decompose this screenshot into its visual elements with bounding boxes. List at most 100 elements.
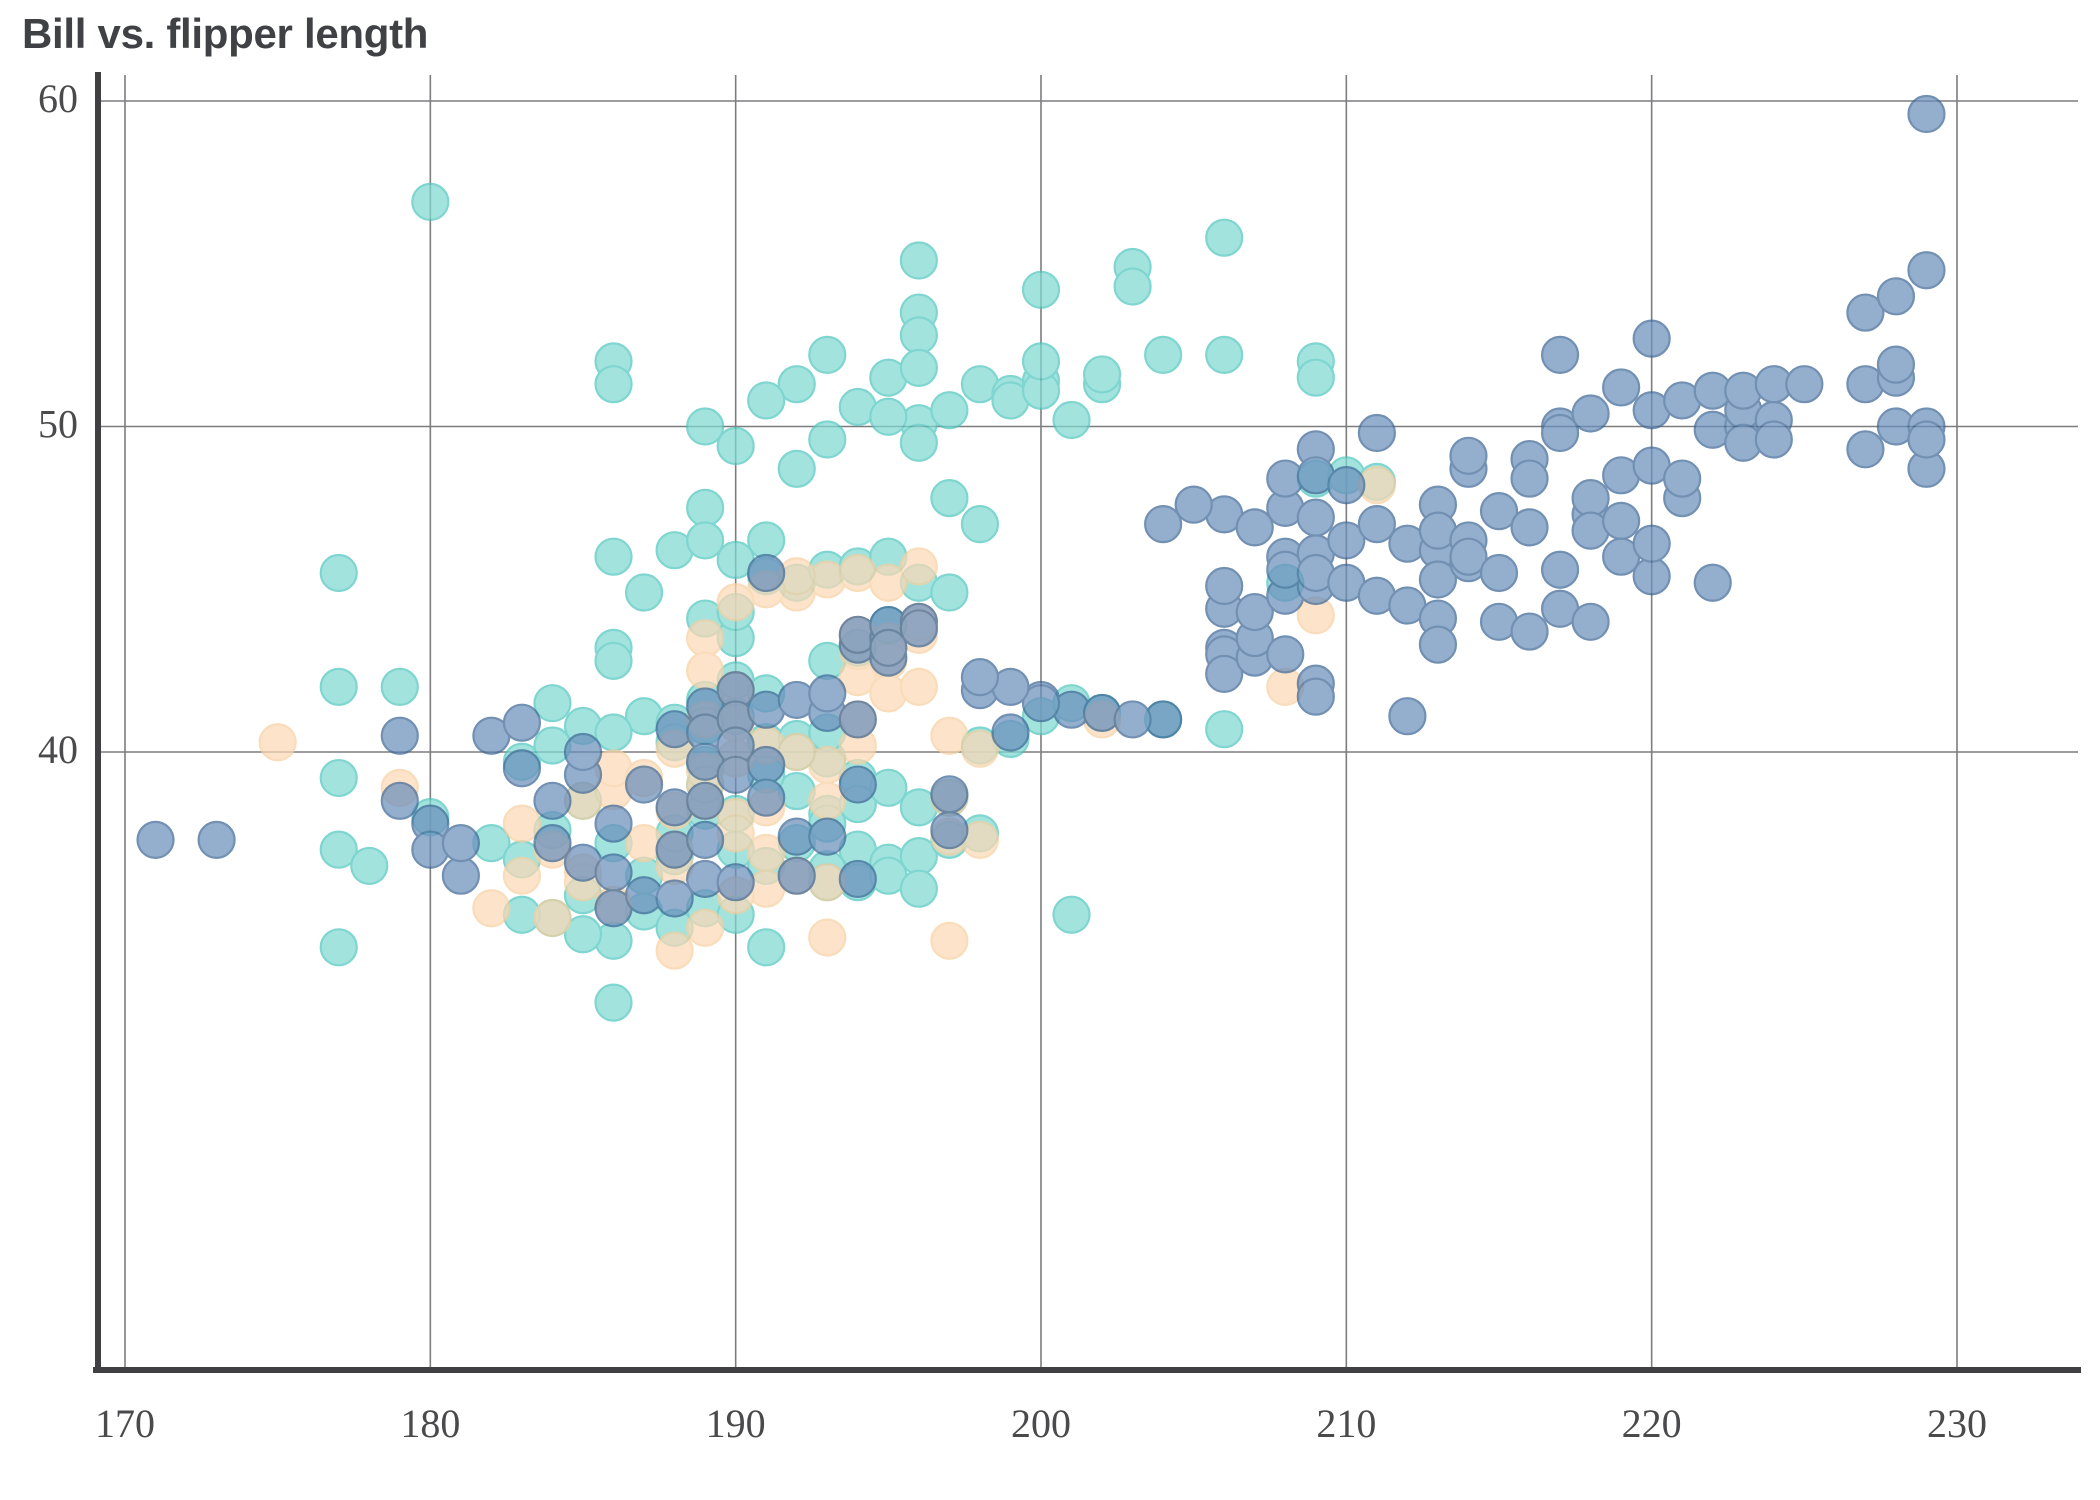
data-point	[686, 488, 725, 527]
data-point	[899, 348, 938, 388]
data-point	[1632, 319, 1671, 358]
data-point	[869, 628, 908, 667]
data-point	[1663, 459, 1702, 498]
data-point	[1144, 335, 1183, 374]
data-point	[1205, 335, 1244, 374]
data-point	[1296, 677, 1335, 716]
data-point	[777, 449, 816, 488]
data-point	[502, 749, 542, 788]
data-point	[930, 921, 969, 960]
data-point	[686, 651, 725, 690]
data-point	[380, 716, 419, 755]
data-point	[1479, 492, 1519, 531]
data-point	[930, 811, 969, 850]
data-point	[1052, 400, 1091, 440]
data-point	[1754, 420, 1793, 459]
data-point	[1602, 368, 1641, 407]
data-point	[1632, 557, 1671, 596]
data-point	[533, 824, 572, 863]
data-point	[1602, 501, 1641, 540]
data-point	[380, 781, 419, 820]
data-point	[1296, 358, 1335, 397]
data-point	[747, 521, 786, 560]
data-point	[502, 703, 542, 742]
data-point	[594, 641, 633, 680]
data-point	[1205, 566, 1244, 606]
data-point	[716, 583, 755, 622]
data-point	[960, 505, 1000, 544]
data-point	[1510, 508, 1549, 547]
axis-spines	[93, 72, 2081, 1373]
data-point	[899, 547, 938, 586]
data-point	[930, 479, 969, 518]
data-point	[411, 182, 450, 222]
series-gentoo	[136, 94, 1946, 928]
data-point	[655, 931, 694, 970]
data-point	[1907, 94, 1946, 134]
data-point	[686, 781, 725, 820]
data-point	[1021, 342, 1061, 381]
data-point	[1479, 553, 1519, 593]
data-point	[838, 859, 877, 899]
data-point	[594, 365, 633, 404]
data-point	[808, 918, 847, 957]
x-tick-label-180: 180	[400, 1401, 460, 1446]
data-point	[624, 765, 664, 804]
data-point	[686, 407, 725, 446]
x-tick-label-190: 190	[706, 1401, 766, 1446]
data-point	[899, 609, 938, 648]
y-tick-label-50: 50	[38, 402, 78, 447]
data-point	[594, 713, 633, 752]
data-point	[1846, 430, 1885, 469]
data-point	[1510, 612, 1549, 651]
data-point	[1266, 635, 1305, 674]
data-point	[1418, 560, 1458, 599]
data-point	[655, 879, 694, 918]
data-point	[1876, 345, 1916, 384]
data-point	[594, 804, 633, 843]
data-point	[960, 729, 1000, 768]
data-point	[1327, 521, 1366, 560]
data-point	[1082, 355, 1122, 394]
data-point	[747, 928, 786, 967]
data-point	[1205, 710, 1244, 749]
data-point	[624, 573, 664, 612]
data-point	[1449, 436, 1488, 475]
data-point	[747, 553, 786, 593]
data-point	[533, 781, 572, 820]
data-point	[1846, 293, 1885, 332]
data-point	[1327, 465, 1366, 505]
data-point	[838, 765, 877, 804]
data-point	[716, 863, 755, 902]
data-point	[1388, 697, 1427, 736]
data-point	[319, 553, 358, 593]
data-point	[686, 908, 725, 947]
data-point	[1113, 267, 1152, 306]
data-point	[1907, 420, 1946, 459]
data-point	[1174, 485, 1213, 524]
data-points	[136, 94, 1946, 1022]
data-point	[930, 391, 969, 430]
data-point	[808, 674, 847, 713]
x-tick-label-210: 210	[1316, 1401, 1376, 1446]
data-point	[1510, 459, 1549, 498]
data-point	[808, 420, 847, 459]
data-point	[747, 778, 786, 817]
data-point	[899, 667, 938, 707]
data-point	[1632, 524, 1671, 563]
data-point	[1571, 479, 1610, 518]
data-point	[686, 618, 725, 658]
data-point	[319, 667, 358, 707]
data-point	[594, 983, 633, 1022]
data-point	[747, 381, 786, 420]
data-point	[930, 573, 969, 612]
data-point	[1571, 602, 1610, 641]
data-point	[1785, 365, 1824, 404]
data-point	[1021, 684, 1061, 723]
data-point	[930, 775, 969, 814]
x-tick-label-170: 170	[95, 1401, 155, 1446]
data-point	[869, 397, 908, 436]
data-point	[197, 820, 236, 859]
data-point	[686, 820, 725, 859]
